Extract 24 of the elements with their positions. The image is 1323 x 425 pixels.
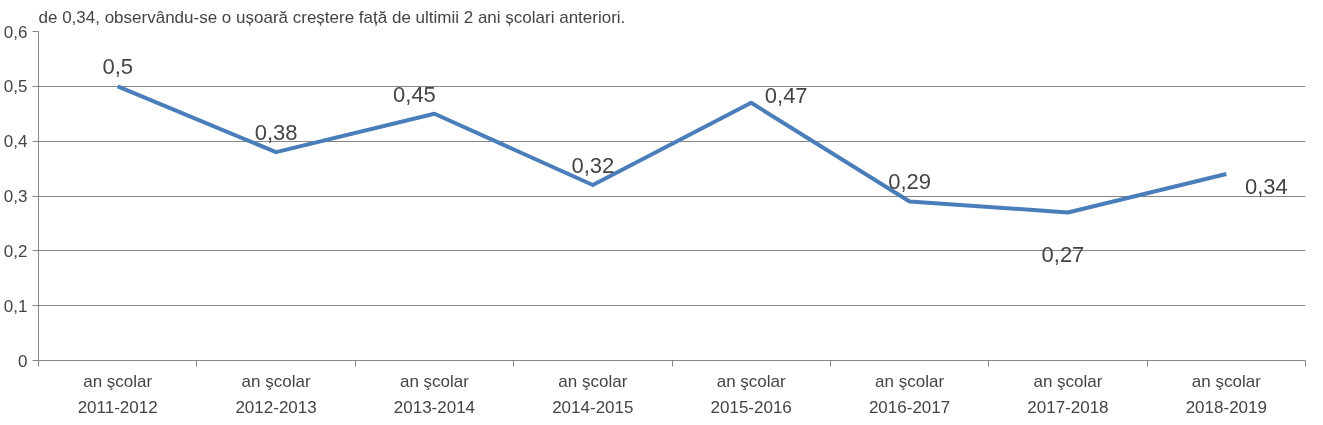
y-tick-label: 0,6: [3, 22, 28, 42]
data-label: 0,47: [764, 82, 808, 108]
x-tick-label: an şcolar 2012-2013: [235, 371, 317, 418]
y-tick-label: 0,4: [3, 132, 28, 152]
x-tick-label: an şcolar 2013-2014: [393, 371, 476, 418]
y-tick-label: 0,2: [3, 241, 28, 261]
data-label: 0,38: [254, 120, 298, 146]
x-tick-label: an şcolar 2018-2019: [1185, 371, 1267, 418]
x-tick-label: an şcolar 2011-2012: [77, 371, 158, 418]
y-tick-label: 0,1: [3, 296, 28, 316]
y-tick-label: 0,3: [3, 187, 28, 206]
data-label: 0,45: [393, 81, 436, 107]
x-tick-label: an şcolar 2014-2015: [552, 371, 634, 418]
x-tick-label: an şcolar 2015-2016: [710, 371, 792, 418]
text: de 0,34, observându-se o ușoară creștere față de ultimii 2 ani școlari anteriori.: [38, 7, 626, 27]
data-label: 0,34: [1244, 174, 1288, 200]
data-label: 0,29: [888, 169, 931, 195]
data-label: 0,32: [571, 153, 615, 179]
y-tick-label: 0,5: [3, 77, 28, 97]
line-series: [115, 84, 1229, 215]
y-tick-label: 0: [18, 351, 28, 371]
data-label: 0,5: [102, 54, 133, 80]
x-tick-label: an şcolar 2017-2018: [1027, 371, 1109, 418]
x-tick-label: an şcolar 2016-2017: [868, 371, 951, 418]
